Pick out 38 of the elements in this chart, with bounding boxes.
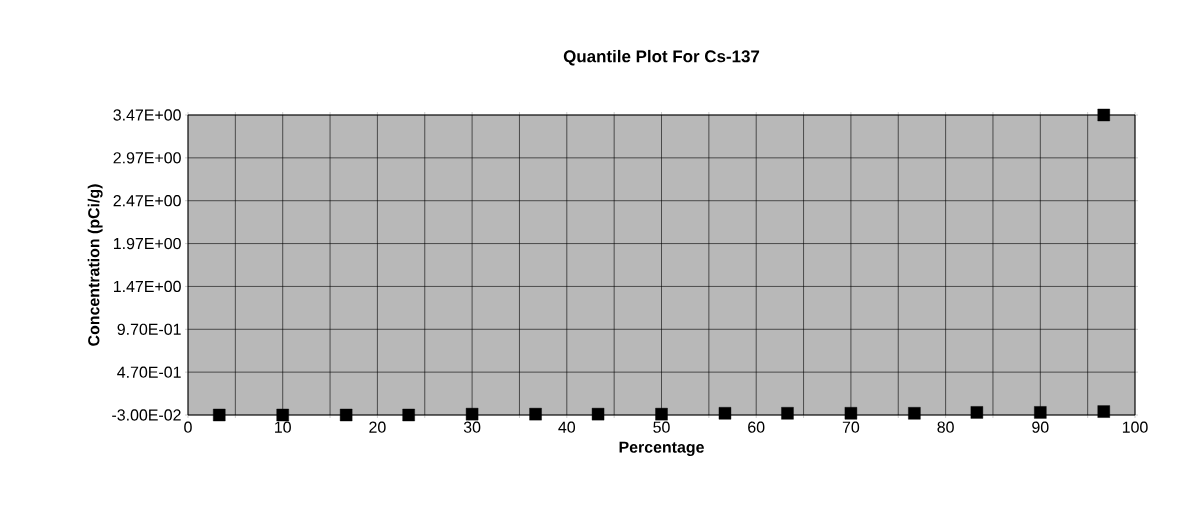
x-tick-label: 70 [842,421,860,433]
point [1097,108,1110,122]
x-tick-label: 0 [184,421,192,433]
point [402,408,415,422]
point [465,407,479,421]
point [1097,405,1110,418]
y-tick-label: 2.97E+00 [113,152,181,164]
point [781,407,794,420]
point [1034,406,1047,419]
x-tick-label: 30 [463,421,481,433]
x-axis-title: Percentage [619,441,704,456]
point [908,407,921,420]
point [718,407,732,420]
point [655,407,668,421]
y-axis-title: Concentration (pCi/g) [87,184,103,346]
point [339,408,353,422]
y-tick-label: 1.97E+00 [114,237,181,250]
x-tick-label: 100 [1122,421,1148,433]
point [213,408,226,422]
chart-title: Quantile Plot For Cs-137 [563,49,760,66]
x-tick-label: 50 [653,421,670,433]
point [970,406,984,419]
y-tick-label: -3.00E-02 [112,409,181,421]
x-tick-label: 80 [937,421,954,433]
point [591,407,605,421]
x-tick-label: 20 [369,421,386,433]
y-tick-label: 1.47E+00 [114,280,181,293]
point [276,408,289,422]
x-tick-label: 90 [1032,421,1049,433]
y-tick-label: 9.70E-01 [117,323,181,335]
x-tick-label: 60 [748,421,765,433]
y-tick-label: 4.70E-01 [117,366,181,378]
y-tick-label: 2.47E+00 [113,195,181,207]
x-tick-label: 10 [275,421,291,433]
point [844,407,858,420]
y-tick-label: 3.47E+00 [113,109,181,121]
point [529,407,542,421]
x-tick-label: 40 [558,421,576,433]
